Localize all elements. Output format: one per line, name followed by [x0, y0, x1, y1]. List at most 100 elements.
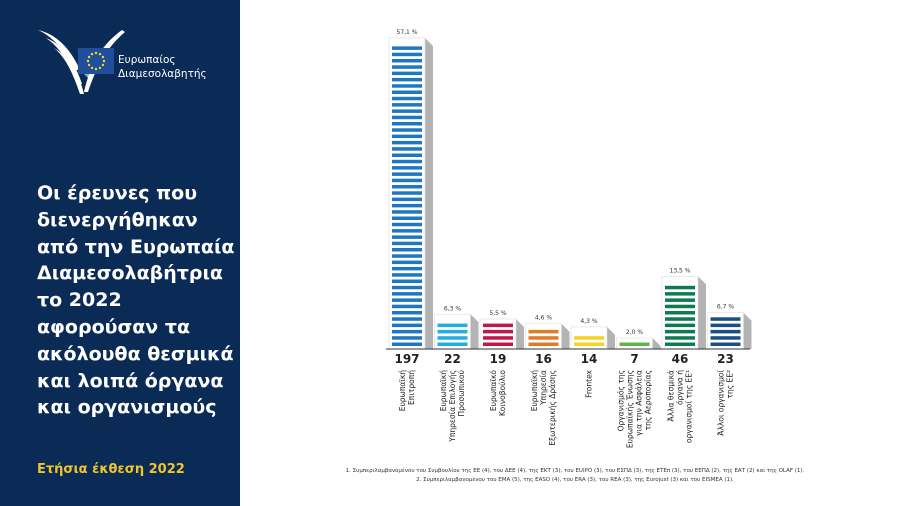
bar-stripe: [483, 323, 513, 328]
bar-stripe: [392, 59, 422, 63]
bar-stripe: [392, 90, 422, 94]
bar-stripe: [665, 329, 695, 334]
bar-stripe: [392, 203, 422, 208]
bar-stripe: [392, 178, 422, 183]
bar-stripe: [392, 304, 422, 309]
bar-stripe: [665, 292, 695, 296]
bar-stripe: [665, 285, 695, 290]
bar-stripe: [437, 329, 468, 334]
footnote-2: 2. Συμπεριλαμβανομένου του EMA (5), της …: [416, 477, 734, 483]
bar-stripe: [392, 285, 422, 290]
bar-stripe: [392, 103, 422, 107]
bar-stripe: [392, 172, 422, 176]
bar-stripe: [392, 216, 422, 220]
bar-stripe: [483, 342, 513, 346]
bar-stripe: [392, 323, 422, 328]
percent-label: 4,6 %: [535, 315, 552, 322]
footnote-1: 1. Συμπεριλαμβανομένου του Συμβουλίου τη…: [345, 468, 805, 474]
bar-stripe: [392, 115, 422, 120]
bar-stripe: [710, 329, 741, 334]
percent-label: 6,7 %: [717, 304, 734, 311]
page-title: Οι έρευνες που διενεργήθηκαν από την Ευρ…: [37, 182, 235, 419]
bar-stripe: [392, 96, 422, 101]
bar-stripe: [528, 329, 559, 334]
bar-stripe: [392, 191, 422, 195]
ombudsman-logo: [38, 30, 125, 94]
bar-stripe: [665, 311, 695, 315]
brand-name-line1: Ευρωπαίος: [118, 54, 176, 66]
annual-report-label: Ετήσια έκθεση 2022: [37, 462, 185, 477]
bar-stripe: [392, 197, 422, 202]
percent-label: 6,3 %: [444, 305, 461, 312]
bar: [434, 313, 479, 350]
value-label: 19: [490, 352, 507, 366]
bar-stripe: [392, 254, 422, 258]
bar-stripe: [392, 248, 422, 252]
bar-shadow: [743, 312, 752, 349]
bar: [616, 337, 661, 350]
bar-stripe: [392, 298, 422, 302]
percent-label: 4,3 %: [580, 318, 597, 325]
bar-stripe: [392, 329, 422, 334]
bar-stripe: [392, 241, 422, 246]
bar-stripe: [665, 323, 695, 328]
category-label: Άλλα θεσμικάόργανα ήοργανισμοί της ΕΕ¹: [667, 370, 694, 443]
bar-stripe: [392, 134, 422, 139]
bar-stripe: [392, 46, 422, 50]
bar-shadow: [470, 314, 479, 349]
bar: [525, 323, 570, 350]
bar-stripe: [392, 342, 422, 346]
bar-stripe: [392, 317, 422, 321]
bar: [661, 276, 706, 350]
percent-label: 13,5 %: [670, 267, 691, 274]
bar-stripe: [392, 229, 422, 233]
bar-stripe: [574, 342, 604, 346]
brand-name-line2: Διαμεσολαβητής: [118, 68, 207, 80]
brand-name: Ευρωπαίος Διαμεσολαβητής: [118, 53, 207, 81]
bar-stripe: [528, 336, 559, 340]
bar-stripe: [665, 317, 695, 321]
bar-stripe: [392, 122, 422, 126]
bar-stripe: [710, 342, 741, 346]
bar-stripe: [392, 311, 422, 315]
bar-shadow: [561, 323, 570, 349]
bar-stripe: [665, 298, 695, 302]
category-label: ΕυρωπαϊκήΥπηρεσίαΕξωτερικής Δράσης: [530, 370, 557, 446]
bar-stripe: [710, 323, 741, 328]
bar-stripe: [392, 65, 422, 69]
bar-stripe: [437, 342, 468, 346]
bar-stripe: [392, 159, 422, 164]
value-label: 7: [630, 352, 638, 366]
bar-stripe: [392, 292, 422, 296]
bar-stripe: [392, 84, 422, 88]
value-label: 22: [444, 352, 461, 366]
bar-stripe: [437, 336, 468, 340]
bar: [707, 312, 752, 350]
bar-stripe: [574, 336, 604, 340]
bar-stripe: [392, 273, 422, 277]
bar-stripe: [392, 128, 422, 132]
bar-stripe: [392, 71, 422, 76]
value-label: 23: [717, 352, 734, 366]
bar: [479, 318, 524, 350]
bar: [570, 326, 615, 350]
bar-stripe: [392, 153, 422, 157]
bar-stripe: [665, 342, 695, 346]
percent-label: 57,1 %: [397, 29, 418, 36]
category-label: Οργανισμός τηςΕυρωπαϊκής Ένωσηςγια την Α…: [617, 370, 653, 448]
bar-stripe: [392, 336, 422, 340]
bar-stripe: [665, 336, 695, 340]
bar-shadow: [698, 276, 706, 349]
value-label: 16: [535, 352, 552, 366]
bar-stripe: [392, 260, 422, 265]
bar-shadow: [425, 38, 433, 349]
value-label: 46: [672, 352, 689, 366]
footnotes: 1. Συμπεριλαμβανομένου του Συμβουλίου τη…: [250, 467, 900, 485]
value-label: 197: [394, 352, 419, 366]
bar-stripe: [483, 336, 513, 340]
percent-label: 5,5 %: [489, 310, 506, 317]
bar-stripe: [392, 52, 422, 57]
percent-label: 2,0 %: [626, 329, 643, 336]
bar-stripe: [392, 222, 422, 227]
